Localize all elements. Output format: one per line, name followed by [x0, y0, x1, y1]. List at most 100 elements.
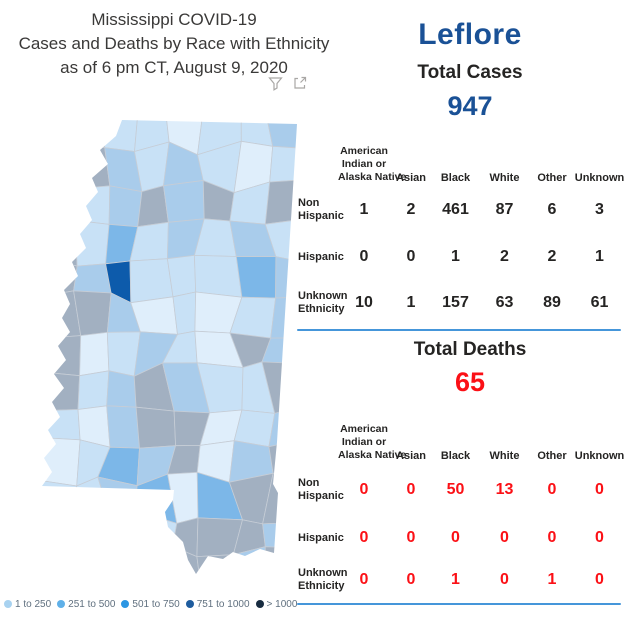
county-shape[interactable]: [193, 254, 243, 298]
map-legend: 1 to 250 251 to 500 501 to 750 751 to 10…: [4, 594, 304, 614]
cell-value: 1: [595, 248, 604, 265]
county-shape[interactable]: [103, 510, 147, 557]
row-label: Hispanic: [298, 531, 344, 544]
county-shape[interactable]: [269, 145, 300, 183]
cell-value: 6: [547, 201, 557, 218]
cell-value: 0: [500, 529, 509, 546]
county-shape[interactable]: [65, 144, 111, 189]
column-header-unknown: Unknown: [574, 450, 625, 462]
column-header-black: Black: [440, 450, 471, 462]
county-shape[interactable]: [40, 436, 81, 487]
legend-item-2[interactable]: 251 to 500: [57, 599, 115, 610]
county-shape[interactable]: [172, 291, 197, 335]
county-shape[interactable]: [240, 112, 274, 147]
cell-value: 87: [495, 201, 514, 218]
county-shape[interactable]: [40, 219, 78, 267]
column-header-other: Other: [537, 450, 567, 462]
county-shape[interactable]: [40, 188, 79, 228]
county-shape[interactable]: [196, 554, 242, 590]
row-label: Non Hispanic: [298, 477, 344, 502]
county-shape[interactable]: [40, 510, 76, 558]
county-shape[interactable]: [77, 370, 110, 410]
county-shape[interactable]: [172, 517, 199, 558]
county-shape[interactable]: [73, 263, 112, 294]
cell-value: 0: [406, 481, 416, 498]
visual-header: [268, 72, 328, 94]
county-shape[interactable]: [40, 112, 79, 146]
total-deaths-heading: Total Deaths: [413, 339, 527, 360]
table-row: Hispanic 0 0 0 0 0 0: [292, 516, 629, 560]
column-header-black: Black: [440, 172, 471, 184]
cell-value: 0: [359, 529, 369, 546]
total-cases-heading: Total Cases: [417, 62, 523, 83]
legend-swatch-251-to-500: [57, 600, 66, 608]
row-label: Hispanic: [298, 250, 344, 263]
table-row: Non Hispanic 0 0 50 13 0 0: [292, 464, 629, 516]
county-shape[interactable]: [67, 516, 112, 557]
county-shape[interactable]: [40, 546, 81, 590]
legend-item-5[interactable]: > 1000: [255, 598, 298, 610]
mississippi-choropleth-map[interactable]: [40, 112, 300, 590]
county-shape[interactable]: [40, 142, 79, 191]
county-shape[interactable]: [74, 219, 110, 267]
total-deaths-value: 65: [454, 367, 486, 397]
legend-label: > 1000: [266, 598, 298, 610]
legend-label: 251 to 500: [68, 598, 116, 610]
cell-value: 0: [359, 248, 369, 265]
selected-county-title: Leflore: [418, 18, 522, 51]
cell-value: 461: [442, 201, 469, 218]
county-shape[interactable]: [40, 335, 82, 377]
county-shape[interactable]: [74, 185, 111, 225]
column-header-unknown: Unknown: [574, 172, 625, 184]
county-shape[interactable]: [235, 256, 277, 299]
table-row: Unknown Ethnicity 0 0 1 0 1 0: [292, 560, 629, 600]
county-shape[interactable]: [66, 546, 111, 590]
legend-swatch-over-1000: [255, 600, 264, 608]
county-shape[interactable]: [108, 185, 143, 228]
cell-value: 0: [359, 481, 369, 498]
county-shape[interactable]: [143, 545, 174, 590]
cell-value: 1: [547, 571, 557, 588]
title-line-2: Cases and Deaths by Race with Ethnicity: [18, 34, 330, 53]
county-shape[interactable]: [40, 409, 81, 441]
filter-icon[interactable]: [268, 76, 283, 91]
cell-value: 0: [500, 571, 509, 588]
county-shape[interactable]: [264, 178, 300, 225]
row-label: Unknown Ethnicity: [298, 290, 348, 315]
legend-swatch-501-to-750: [121, 600, 130, 608]
column-header-aian: American Indian or Alaska Native: [338, 423, 407, 461]
section-divider: [297, 603, 621, 605]
county-shape[interactable]: [79, 331, 110, 377]
column-header-asian: Asian: [396, 450, 426, 462]
county-shape[interactable]: [97, 112, 140, 152]
county-shape[interactable]: [135, 406, 177, 449]
county-shape[interactable]: [129, 258, 174, 304]
legend-item-3[interactable]: 501 to 750: [121, 599, 180, 610]
county-shape[interactable]: [65, 112, 106, 149]
county-shape[interactable]: [40, 369, 81, 412]
county-shape[interactable]: [163, 180, 205, 223]
focus-mode-icon[interactable]: [293, 76, 307, 90]
legend-label: 1 to 250: [15, 598, 52, 610]
cell-value: 0: [547, 481, 557, 498]
county-shape[interactable]: [106, 370, 137, 408]
cell-value: 1: [451, 571, 460, 588]
cell-value: 2: [406, 201, 416, 218]
cell-value: 1: [359, 201, 369, 218]
county-shape[interactable]: [103, 553, 147, 590]
cell-value: 63: [495, 294, 514, 311]
cell-value: 2: [500, 248, 509, 265]
legend-item-4[interactable]: 751 to 1000: [185, 599, 250, 610]
table-row: Unknown Ethnicity 10 1 157 63 89 61: [292, 280, 629, 326]
cell-value: 3: [595, 201, 604, 218]
county-shape[interactable]: [232, 546, 266, 590]
county-shape[interactable]: [233, 409, 276, 448]
county-shape[interactable]: [106, 405, 140, 449]
deaths-table: American Indian or Alaska Native Asian B…: [292, 412, 629, 600]
legend-swatch-751-to-1000: [185, 600, 194, 608]
cell-value: 0: [359, 571, 369, 588]
county-shape[interactable]: [137, 185, 169, 228]
legend-item-1[interactable]: 1 to 250: [4, 599, 51, 610]
cell-value: 0: [595, 481, 604, 498]
